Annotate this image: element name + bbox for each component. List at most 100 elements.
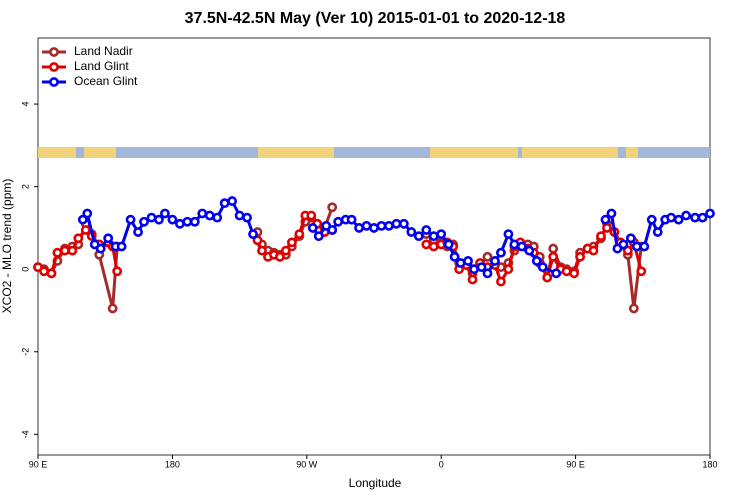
data-point	[227, 196, 238, 206]
data-point	[294, 229, 305, 240]
data-point	[482, 251, 493, 262]
legend-label: Ocean Glint	[74, 74, 138, 88]
data-point	[333, 216, 344, 227]
data-point	[354, 223, 364, 233]
data-point	[509, 239, 520, 250]
y-tick-label: 4	[20, 102, 30, 107]
data-point	[252, 235, 263, 246]
data-point	[306, 210, 317, 221]
data-point	[636, 266, 647, 277]
land-patch	[626, 147, 638, 158]
data-point	[103, 233, 114, 244]
data-point	[542, 272, 553, 283]
data-point	[524, 245, 535, 256]
data-point	[369, 223, 379, 233]
data-point	[631, 241, 642, 252]
data-point	[443, 239, 454, 250]
data-point	[327, 202, 338, 213]
data-point	[531, 256, 542, 266]
data-point	[496, 276, 506, 287]
data-point	[197, 208, 208, 219]
data-point	[67, 245, 78, 256]
data-point	[575, 251, 585, 262]
data-point	[307, 223, 318, 233]
y-tick-label: 2	[20, 184, 30, 189]
data-point	[327, 225, 338, 235]
data-point	[313, 231, 324, 242]
data-point	[376, 220, 387, 231]
data-point	[622, 245, 633, 256]
data-point	[95, 243, 106, 254]
data-point	[398, 218, 409, 229]
data-point	[82, 208, 93, 219]
data-point	[39, 266, 49, 277]
data-point	[548, 251, 559, 262]
y-axis-label: XCO2 - MLO trend (ppm)	[0, 179, 14, 314]
y-tick-label: -2	[20, 348, 30, 356]
y-tick-label: -4	[20, 430, 30, 438]
data-point	[46, 268, 57, 279]
data-point	[428, 241, 439, 252]
land-patch	[430, 147, 518, 158]
chart-title: 37.5N-42.5N May (Ver 10) 2015-01-01 to 2…	[185, 10, 566, 27]
data-point	[182, 216, 193, 227]
x-tick-label: 90 W	[296, 459, 318, 469]
legend-marker	[49, 77, 59, 87]
data-point	[139, 216, 149, 227]
data-point	[705, 208, 715, 219]
data-point	[596, 231, 606, 242]
data-point	[561, 266, 572, 277]
data-point	[482, 268, 493, 279]
data-point	[600, 214, 611, 225]
data-point	[681, 210, 692, 221]
data-point	[496, 247, 506, 258]
x-tick-label: 90 E	[29, 459, 48, 469]
data-point	[673, 214, 684, 225]
data-point	[52, 247, 63, 258]
data-point	[602, 223, 612, 233]
legend-marker	[49, 62, 59, 72]
data-point	[107, 303, 118, 314]
data-point	[588, 245, 599, 256]
data-point	[242, 212, 252, 223]
data-point	[406, 227, 417, 237]
data-point	[361, 220, 372, 231]
legend-marker	[49, 47, 59, 57]
land-patch	[258, 147, 334, 158]
data-point	[666, 212, 677, 223]
series	[77, 196, 715, 279]
data-point	[167, 214, 178, 225]
data-point	[133, 227, 143, 237]
data-point	[125, 214, 136, 225]
data-point	[697, 212, 708, 223]
x-tick-label: 180	[702, 459, 717, 469]
data-point	[212, 212, 223, 223]
data-point	[652, 227, 663, 237]
data-point	[476, 262, 487, 273]
data-point	[80, 225, 91, 235]
data-point	[463, 256, 473, 266]
data-point	[469, 264, 479, 275]
map-strip	[38, 147, 710, 158]
data-point	[146, 212, 157, 223]
data-point	[219, 198, 230, 209]
data-point	[286, 237, 297, 248]
data-point	[189, 216, 200, 227]
land-patch	[522, 147, 618, 158]
data-point	[112, 266, 123, 277]
data-point	[257, 245, 267, 256]
land-patch	[38, 147, 76, 158]
data-point	[174, 218, 185, 229]
data-point	[490, 256, 500, 266]
data-point	[391, 218, 402, 229]
data-point	[639, 241, 650, 252]
data-point	[503, 264, 514, 275]
x-tick-label: 90 E	[566, 459, 585, 469]
data-point	[449, 251, 460, 262]
data-point	[421, 239, 432, 250]
data-point	[625, 233, 636, 244]
data-point	[646, 214, 657, 225]
data-point	[413, 231, 424, 242]
